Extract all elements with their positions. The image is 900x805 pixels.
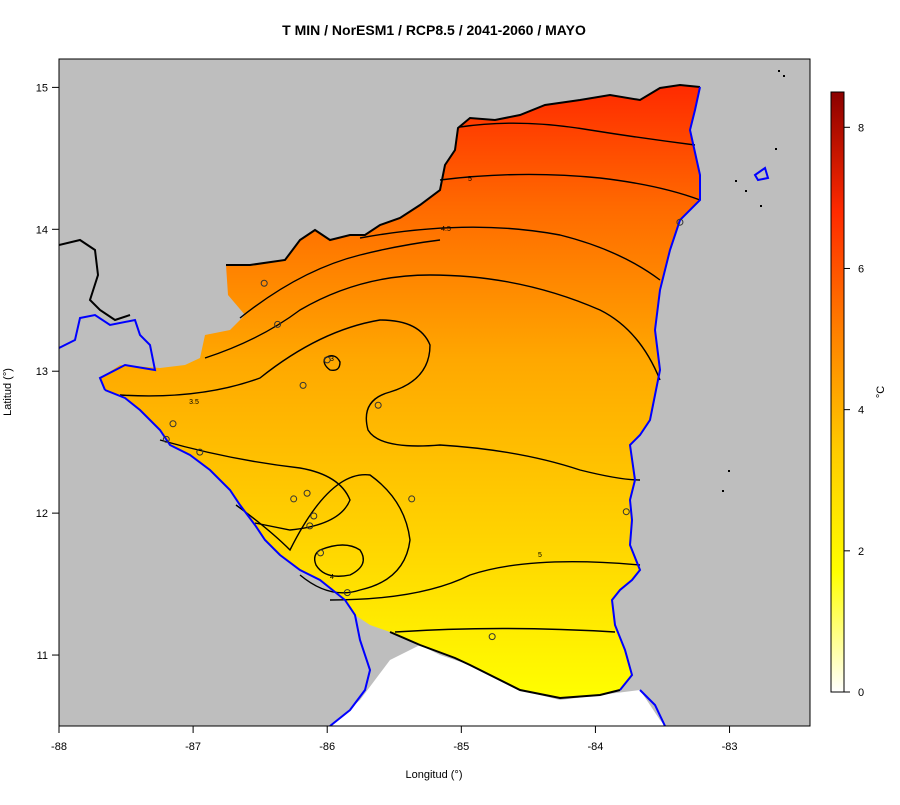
colorbar-tick-label: 6 <box>858 263 864 275</box>
y-tick-label: 14 <box>36 224 48 236</box>
contour-line <box>119 319 641 481</box>
water-area <box>330 645 665 726</box>
station-point <box>323 356 331 364</box>
coastline <box>753 166 770 182</box>
station-point <box>343 589 351 597</box>
y-axis: 15 14 13 12 11 <box>36 82 59 662</box>
coastline <box>104 389 372 726</box>
x-tick-label: -86 <box>319 741 335 753</box>
x-tick-label: -84 <box>587 741 603 753</box>
x-axis-label: Longitud (°) <box>406 769 463 781</box>
contour-label: 4.5 <box>441 226 451 233</box>
colorbar-label: °C <box>875 386 887 398</box>
station-point <box>260 279 268 287</box>
colorbar-axis: 0 2 4 6 8 <box>844 122 864 699</box>
contour-label: 3 <box>330 356 334 363</box>
contour-lines <box>119 122 701 633</box>
map-panel: 5 4.5 3.5 3 4 5 <box>59 59 810 726</box>
contour-line <box>394 627 616 633</box>
station-markers <box>162 218 684 641</box>
station-point <box>299 381 307 389</box>
contour-line <box>313 544 364 577</box>
x-tick-label: -85 <box>453 741 469 753</box>
x-tick-label: -88 <box>51 741 67 753</box>
station-point <box>317 549 325 557</box>
contour-line <box>459 122 696 146</box>
y-axis-label: Latitud (°) <box>2 368 14 416</box>
contour-line <box>359 226 661 281</box>
country-border <box>226 83 701 266</box>
station-point <box>303 489 311 497</box>
colorbar-tick-label: 4 <box>858 405 864 417</box>
station-point <box>676 218 684 226</box>
station-point <box>408 495 416 503</box>
colorbar-tick-label: 2 <box>858 546 864 558</box>
contour-line <box>159 439 351 531</box>
nicaragua-field <box>100 85 700 698</box>
contour-line <box>323 355 341 372</box>
station-point <box>310 512 318 520</box>
colorbar <box>830 91 845 693</box>
y-tick-label: 15 <box>36 82 48 94</box>
station-point <box>306 522 314 530</box>
station-point <box>196 448 204 456</box>
contour-line <box>239 239 441 319</box>
colorbar-tick-label: 8 <box>858 122 864 134</box>
coastline <box>59 313 157 391</box>
y-tick-label: 12 <box>36 508 48 520</box>
contour-label: 4 <box>330 574 334 581</box>
y-tick-label: 13 <box>36 366 48 378</box>
contour-line <box>439 173 701 201</box>
contour-label: 3.5 <box>189 399 199 406</box>
station-point <box>290 495 298 503</box>
x-axis: -88 -87 -86 -85 -84 -83 <box>51 726 737 753</box>
y-tick-label: 11 <box>37 650 48 662</box>
station-point <box>274 320 282 328</box>
contour-label: 5 <box>468 176 472 183</box>
x-tick-label: -87 <box>185 741 201 753</box>
station-point <box>162 435 170 443</box>
station-point <box>374 401 382 409</box>
station-point <box>169 420 177 428</box>
station-point <box>488 633 496 641</box>
contour-label: 5 <box>538 552 542 559</box>
contour-line <box>329 560 641 601</box>
colorbar-tick-label: 0 <box>858 687 864 699</box>
contour-line <box>235 474 411 594</box>
x-tick-label: -83 <box>722 741 738 753</box>
station-point <box>622 508 630 516</box>
coastline <box>610 86 701 726</box>
country-border <box>59 238 131 322</box>
contour-line <box>204 274 661 381</box>
contour-labels: 5 4.5 3.5 3 4 5 <box>189 176 542 581</box>
plot-frame <box>58 58 811 727</box>
islands <box>722 70 785 492</box>
chart-title: T MIN / NorESM1 / RCP8.5 / 2041-2060 / M… <box>282 22 586 38</box>
country-border <box>389 631 621 700</box>
